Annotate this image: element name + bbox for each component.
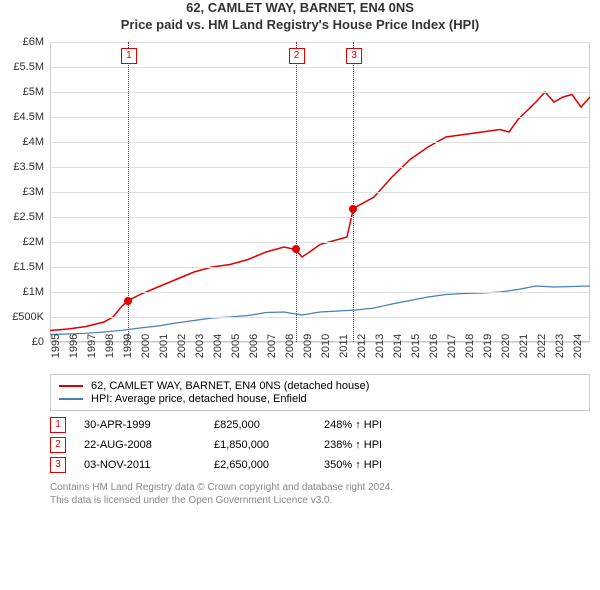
transaction-badge: 1: [50, 417, 66, 433]
title-subtitle: Price paid vs. HM Land Registry's House …: [0, 17, 600, 34]
transaction-row: 2 22-AUG-2008 £1,850,000 238% ↑ HPI: [50, 437, 590, 453]
transaction-date: 30-APR-1999: [84, 419, 214, 431]
transaction-price: £825,000: [214, 419, 324, 431]
y-axis-label: £3.5M: [13, 161, 44, 173]
x-axis-label: 2005: [230, 334, 242, 358]
footer-attribution: Contains HM Land Registry data © Crown c…: [50, 481, 590, 507]
x-axis-label: 1996: [68, 334, 80, 358]
x-axis-label: 2018: [464, 334, 476, 358]
chart-container: 62, CAMLET WAY, BARNET, EN4 0NS Price pa…: [0, 0, 600, 590]
marker-badge: 1: [121, 48, 137, 64]
x-axis-label: 2024: [572, 334, 584, 358]
y-axis-label: £500K: [12, 311, 44, 323]
marker-dot: [349, 205, 357, 213]
chart-area: £0£500K£1M£1.5M£2M£2.5M£3M£3.5M£4M£4.5M£…: [50, 42, 590, 372]
x-axis-label: 2011: [338, 334, 350, 358]
y-axis-label: £1.5M: [13, 261, 44, 273]
transactions: 1 30-APR-1999 £825,000 248% ↑ HPI 2 22-A…: [50, 417, 590, 473]
y-axis-label: £4.5M: [13, 111, 44, 123]
plot-region: £0£500K£1M£1.5M£2M£2.5M£3M£3.5M£4M£4.5M£…: [50, 42, 590, 342]
y-axis-label: £2.5M: [13, 211, 44, 223]
legend-swatch: [59, 385, 83, 387]
y-axis-label: £5.5M: [13, 61, 44, 73]
legend-item-hpi: HPI: Average price, detached house, Enfi…: [59, 393, 581, 405]
legend-label: HPI: Average price, detached house, Enfi…: [91, 393, 307, 405]
transaction-price: £1,850,000: [214, 439, 324, 451]
legend-swatch: [59, 398, 83, 400]
x-axis-label: 2021: [518, 334, 530, 358]
transaction-price: £2,650,000: [214, 459, 324, 471]
x-axis-label: 1995: [50, 334, 62, 358]
transaction-pct: 238% ↑ HPI: [324, 439, 424, 451]
marker-dot: [124, 297, 132, 305]
x-axis-label: 2013: [374, 334, 386, 358]
title-address: 62, CAMLET WAY, BARNET, EN4 0NS: [0, 0, 600, 17]
x-axis-label: 2020: [500, 334, 512, 358]
x-axis-label: 1998: [104, 334, 116, 358]
x-axis-label: 2007: [266, 334, 278, 358]
y-axis-label: £2M: [23, 236, 44, 248]
transaction-date: 03-NOV-2011: [84, 459, 214, 471]
legend-label: 62, CAMLET WAY, BARNET, EN4 0NS (detache…: [91, 380, 369, 392]
marker-badge: 2: [289, 48, 305, 64]
legend-box: 62, CAMLET WAY, BARNET, EN4 0NS (detache…: [50, 374, 590, 411]
x-axis-label: 2008: [284, 334, 296, 358]
transaction-row: 1 30-APR-1999 £825,000 248% ↑ HPI: [50, 417, 590, 433]
x-axis-label: 2010: [320, 334, 332, 358]
y-axis-label: £4M: [23, 136, 44, 148]
y-axis-label: £1M: [23, 286, 44, 298]
marker-line: 3: [353, 42, 354, 342]
transaction-pct: 350% ↑ HPI: [324, 459, 424, 471]
legend-item-price-paid: 62, CAMLET WAY, BARNET, EN4 0NS (detache…: [59, 380, 581, 392]
footer-line: Contains HM Land Registry data © Crown c…: [50, 481, 590, 494]
x-axis-label: 2016: [428, 334, 440, 358]
x-axis-label: 2001: [158, 334, 170, 358]
x-axis-label: 2004: [212, 334, 224, 358]
marker-badge: 3: [346, 48, 362, 64]
x-axis-label: 2017: [446, 334, 458, 358]
transaction-badge: 2: [50, 437, 66, 453]
x-axis-label: 2003: [194, 334, 206, 358]
x-axis-label: 2019: [482, 334, 494, 358]
transaction-row: 3 03-NOV-2011 £2,650,000 350% ↑ HPI: [50, 457, 590, 473]
y-axis-label: £3M: [23, 186, 44, 198]
y-axis-label: £5M: [23, 86, 44, 98]
x-axis-label: 1997: [86, 334, 98, 358]
transaction-badge: 3: [50, 457, 66, 473]
series-line-price_paid: [50, 92, 590, 331]
series-line-hpi: [50, 286, 590, 335]
x-axis-label: 2012: [356, 334, 368, 358]
footer-line: This data is licensed under the Open Gov…: [50, 494, 590, 507]
transaction-date: 22-AUG-2008: [84, 439, 214, 451]
x-axis-label: 2023: [554, 334, 566, 358]
marker-dot: [292, 245, 300, 253]
x-axis-label: 2000: [140, 334, 152, 358]
marker-line: 2: [296, 42, 297, 342]
transaction-pct: 248% ↑ HPI: [324, 419, 424, 431]
x-axis-label: 2006: [248, 334, 260, 358]
x-axis-label: 2015: [410, 334, 422, 358]
x-axis-label: 2009: [302, 334, 314, 358]
x-axis-label: 2014: [392, 334, 404, 358]
y-axis-label: £6M: [23, 36, 44, 48]
x-axis-label: 2022: [536, 334, 548, 358]
x-axis-label: 2002: [176, 334, 188, 358]
y-axis-label: £0: [32, 336, 44, 348]
